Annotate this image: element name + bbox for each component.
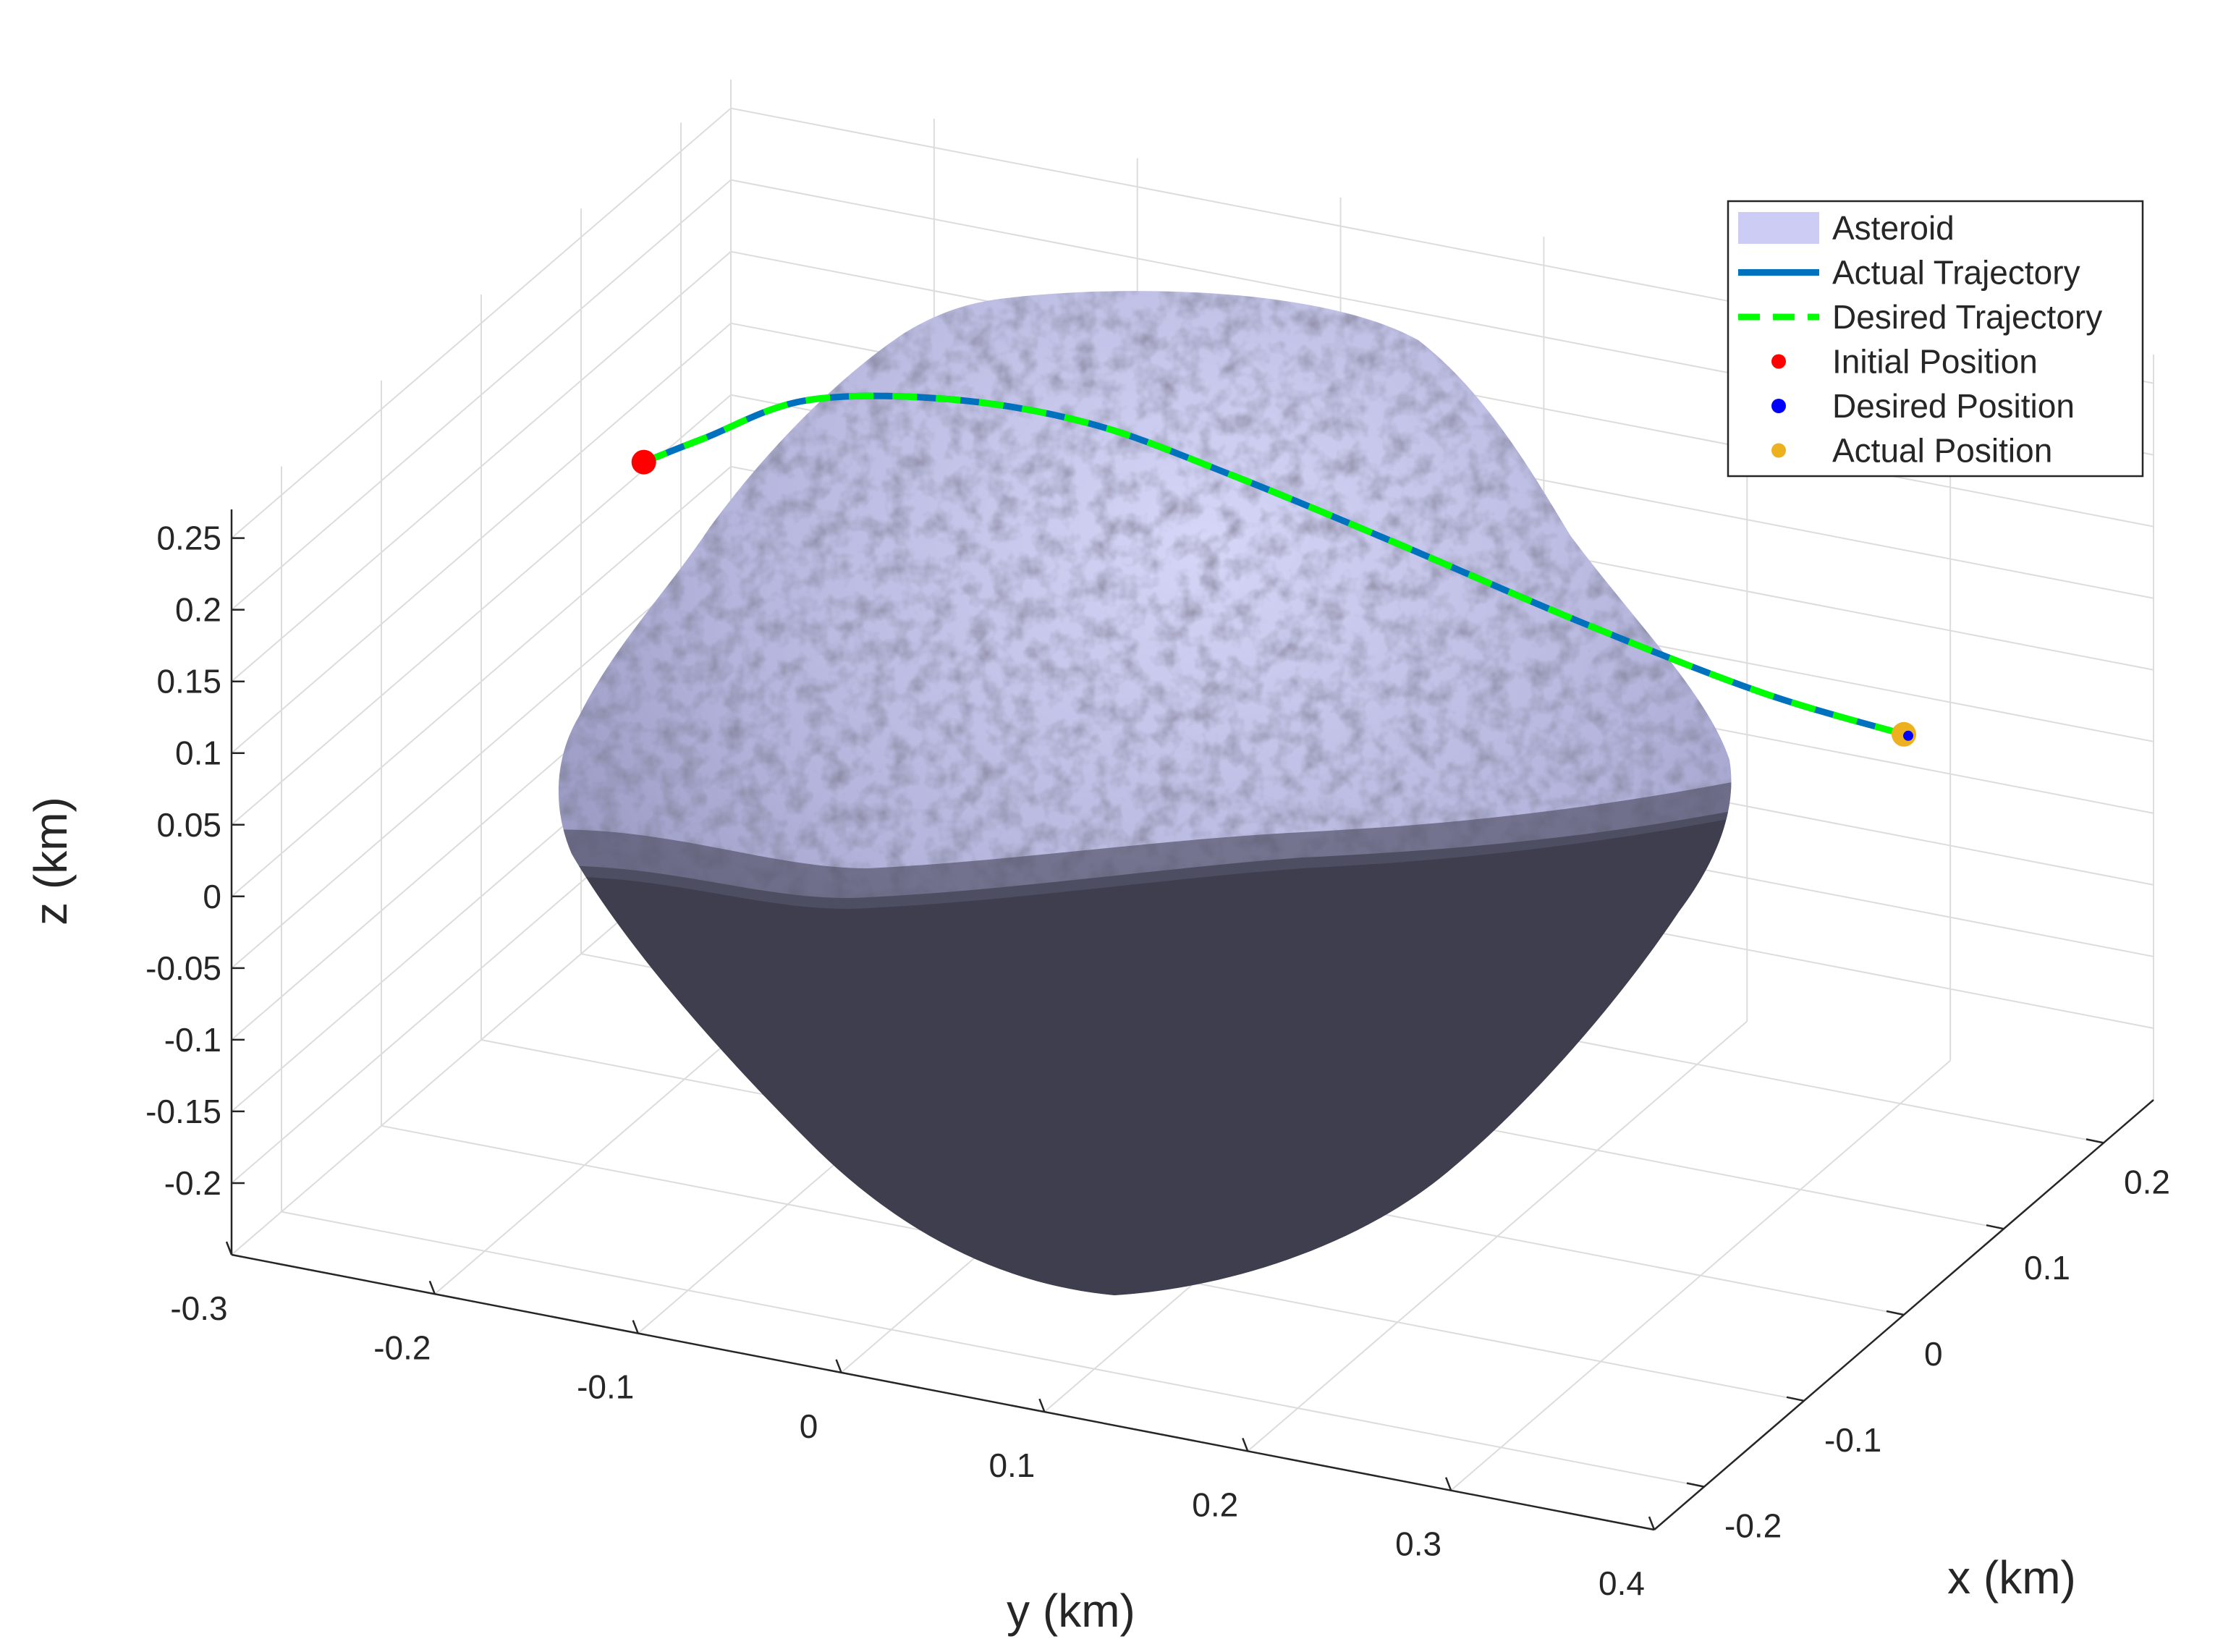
asteroid xyxy=(558,291,1732,1295)
legend-label: Desired Position xyxy=(1832,387,2075,425)
trajectory xyxy=(631,392,1916,747)
x-tick-label: -0.1 xyxy=(1824,1421,1881,1459)
legend-swatch xyxy=(1771,399,1786,413)
y-tick xyxy=(1648,1516,1656,1530)
z-tick-label: 0.1 xyxy=(175,734,221,772)
y-tick-label: 0 xyxy=(800,1407,818,1445)
y-axis-line xyxy=(231,1253,1655,1531)
y-tick xyxy=(1444,1477,1452,1491)
z-tick-label: 0.05 xyxy=(156,806,221,844)
y-tick xyxy=(225,1241,233,1255)
grid-line xyxy=(231,179,732,611)
desired-trajectory-line xyxy=(643,392,1905,738)
legend-swatch xyxy=(1738,212,1819,244)
y-tick xyxy=(1242,1437,1249,1452)
y-tick-label: 0.3 xyxy=(1395,1525,1441,1563)
x-tick xyxy=(1786,1396,1805,1402)
x-tick-label: 0.1 xyxy=(2024,1249,2070,1287)
y-tick xyxy=(632,1320,639,1334)
legend-item: Actual Trajectory xyxy=(1738,254,2080,292)
legend-item: Desired Position xyxy=(1771,387,2075,425)
grid-line xyxy=(231,466,732,897)
x-tick xyxy=(1986,1224,2004,1230)
x-axis-label: x (km) xyxy=(1947,1551,2076,1604)
y-tick-label: -0.1 xyxy=(577,1368,634,1406)
x-tick-label: -0.2 xyxy=(1724,1507,1782,1545)
grid-line xyxy=(231,107,732,539)
legend-item: Actual Position xyxy=(1771,432,2052,470)
legend-label: Actual Trajectory xyxy=(1832,254,2080,292)
grid-line xyxy=(231,250,732,682)
y-tick xyxy=(835,1359,842,1373)
y-tick xyxy=(1038,1398,1046,1412)
x-tick-label: 0 xyxy=(1924,1335,1943,1373)
z-tick-label: -0.2 xyxy=(164,1164,221,1202)
legend-label: Asteroid xyxy=(1832,209,1955,247)
legend: Asteroid Actual Trajectory Desired Traject… xyxy=(1727,200,2144,478)
z-tick-label: 0.25 xyxy=(156,520,221,557)
legend-item: Desired Trajectory xyxy=(1738,298,2102,336)
grid-line xyxy=(231,538,732,969)
x-tick-label: 0.2 xyxy=(2124,1163,2170,1200)
y-tick-label: 0.4 xyxy=(1599,1564,1645,1602)
z-tick-label: -0.1 xyxy=(164,1021,221,1059)
x-tick xyxy=(2086,1138,2104,1144)
z-tick-label: 0.2 xyxy=(175,591,221,629)
z-tick-label: -0.05 xyxy=(145,949,221,987)
legend-label: Actual Position xyxy=(1832,432,2052,470)
legend-label: Desired Trajectory xyxy=(1832,298,2102,336)
legend-swatch xyxy=(1771,443,1786,458)
x-tick xyxy=(1886,1310,1905,1316)
z-tick-label: 0 xyxy=(203,878,221,915)
y-axis-label: y (km) xyxy=(1007,1585,1135,1637)
z-axis-label: z (km) xyxy=(25,797,77,925)
y-tick xyxy=(428,1280,436,1295)
legend-item: Initial Position xyxy=(1771,343,2038,381)
grid-line xyxy=(231,322,732,754)
z-tick-label: 0.15 xyxy=(156,663,221,700)
z-tick-label: -0.15 xyxy=(145,1093,221,1130)
legend-item: Asteroid xyxy=(1738,209,1955,247)
initial-position-marker xyxy=(631,449,656,475)
desired-position-marker xyxy=(1903,730,1913,741)
legend-label: Initial Position xyxy=(1832,343,2038,381)
legend-box xyxy=(1727,200,2144,478)
y-tick-label: 0.1 xyxy=(988,1446,1035,1484)
y-tick-label: -0.2 xyxy=(373,1329,431,1366)
legend-swatch xyxy=(1771,354,1786,369)
y-tick-label: 0.2 xyxy=(1192,1486,1238,1523)
y-tick-label: -0.3 xyxy=(170,1289,227,1327)
grid-line xyxy=(281,1211,1705,1488)
axes: 0.25 0.2 0.15 0.1 0.05 0 -0.05 -0.1 -0.15 -0.2 -0.… xyxy=(145,509,2170,1602)
x-tick xyxy=(1686,1482,1705,1488)
